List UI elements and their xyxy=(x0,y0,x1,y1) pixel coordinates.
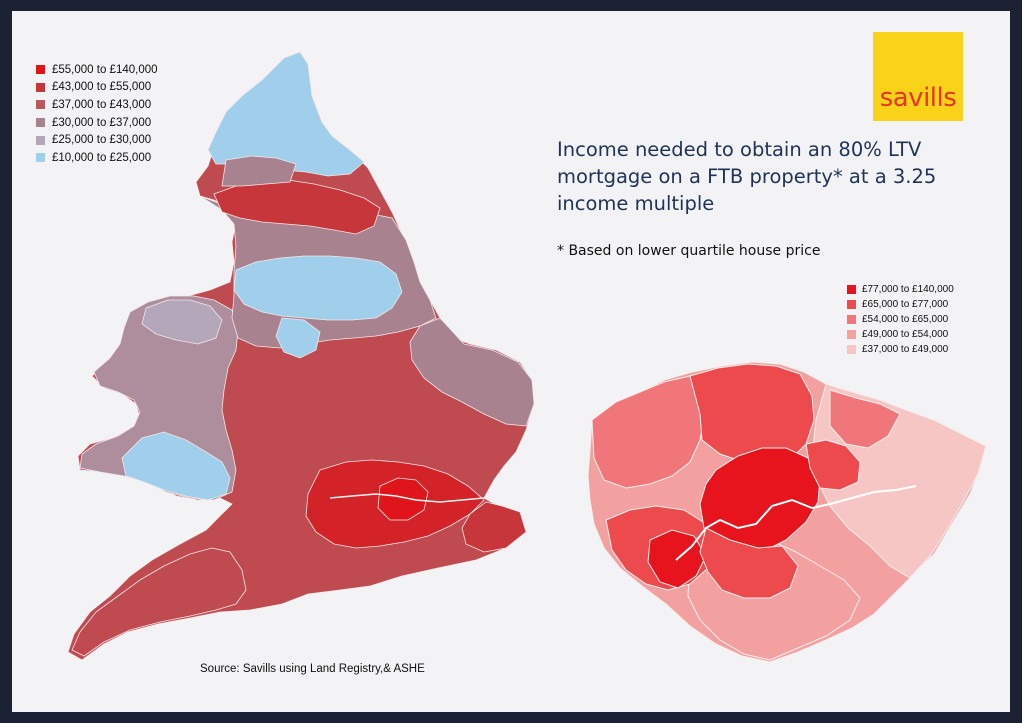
legend-label: £43,000 to £55,000 xyxy=(52,81,152,94)
pennines-region xyxy=(233,255,403,321)
london-south-inner xyxy=(699,527,799,599)
england-legend-item: £30,000 to £37,000 xyxy=(36,114,158,132)
london-legend-item: £49,000 to £54,000 xyxy=(847,327,954,342)
legend-swatch xyxy=(847,330,856,339)
map-title: Income needed to obtain an 80% LTV mortg… xyxy=(557,138,937,215)
footnote: * Based on lower quartile house price xyxy=(557,243,821,259)
legend-label: £65,000 to £77,000 xyxy=(862,299,949,310)
london-inner xyxy=(699,447,821,557)
london-northeast xyxy=(829,389,901,449)
london-map xyxy=(587,361,987,663)
legend-swatch xyxy=(36,135,45,145)
legend-swatch xyxy=(36,65,45,75)
legend-label: £37,000 to £49,000 xyxy=(862,344,949,355)
legend-label: £54,000 to £65,000 xyxy=(862,314,949,325)
england-legend-item: £43,000 to £55,000 xyxy=(36,79,158,97)
legend-label: £30,000 to £37,000 xyxy=(52,116,152,129)
legend-swatch xyxy=(847,300,856,309)
london-west-ring xyxy=(591,375,705,489)
midlands-blue-region xyxy=(275,317,321,359)
london-legend-item: £37,000 to £49,000 xyxy=(847,342,954,357)
source-note: Source: Savills using Land Registry,& AS… xyxy=(200,663,425,675)
thames-line xyxy=(329,493,485,503)
legend-label: £49,000 to £54,000 xyxy=(862,329,949,340)
england-legend-item: £55,000 to £140,000 xyxy=(36,61,158,79)
london-core-region xyxy=(377,477,429,521)
south-west-region xyxy=(71,547,247,657)
legend-label: £77,000 to £140,000 xyxy=(862,284,954,295)
england-legend-item: £25,000 to £30,000 xyxy=(36,131,158,149)
kent-region xyxy=(461,501,527,553)
legend-swatch xyxy=(847,285,856,294)
south-wales-region xyxy=(121,431,231,501)
england-legend-item: £37,000 to £43,000 xyxy=(36,96,158,114)
east-anglia-region xyxy=(409,317,535,427)
legend-label: £10,000 to £25,000 xyxy=(52,151,152,164)
london-legend: £77,000 to £140,000 £65,000 to £77,000 £… xyxy=(847,282,954,357)
northumberland-region xyxy=(207,51,365,177)
london-thames-line xyxy=(675,485,917,561)
legend-swatch xyxy=(847,345,856,354)
legend-swatch xyxy=(36,118,45,128)
legend-swatch xyxy=(36,100,45,110)
north-wales-region xyxy=(141,299,223,345)
legend-label: £37,000 to £43,000 xyxy=(52,98,152,111)
london-legend-item: £65,000 to £77,000 xyxy=(847,297,954,312)
legend-swatch xyxy=(847,315,856,324)
england-legend: £55,000 to £140,000 £43,000 to £55,000 £… xyxy=(36,61,158,167)
savills-logo: savills xyxy=(873,32,963,121)
legend-swatch xyxy=(36,153,45,163)
england-legend-item: £10,000 to £25,000 xyxy=(36,149,158,167)
savills-logo-text: savills xyxy=(879,83,957,113)
legend-label: £25,000 to £30,000 xyxy=(52,134,152,147)
london-legend-item: £77,000 to £140,000 xyxy=(847,282,954,297)
london-east-inner xyxy=(805,439,861,491)
london-legend-item: £54,000 to £65,000 xyxy=(847,312,954,327)
legend-swatch xyxy=(36,82,45,92)
legend-label: £55,000 to £140,000 xyxy=(52,63,158,76)
north-mid-region xyxy=(221,155,297,187)
